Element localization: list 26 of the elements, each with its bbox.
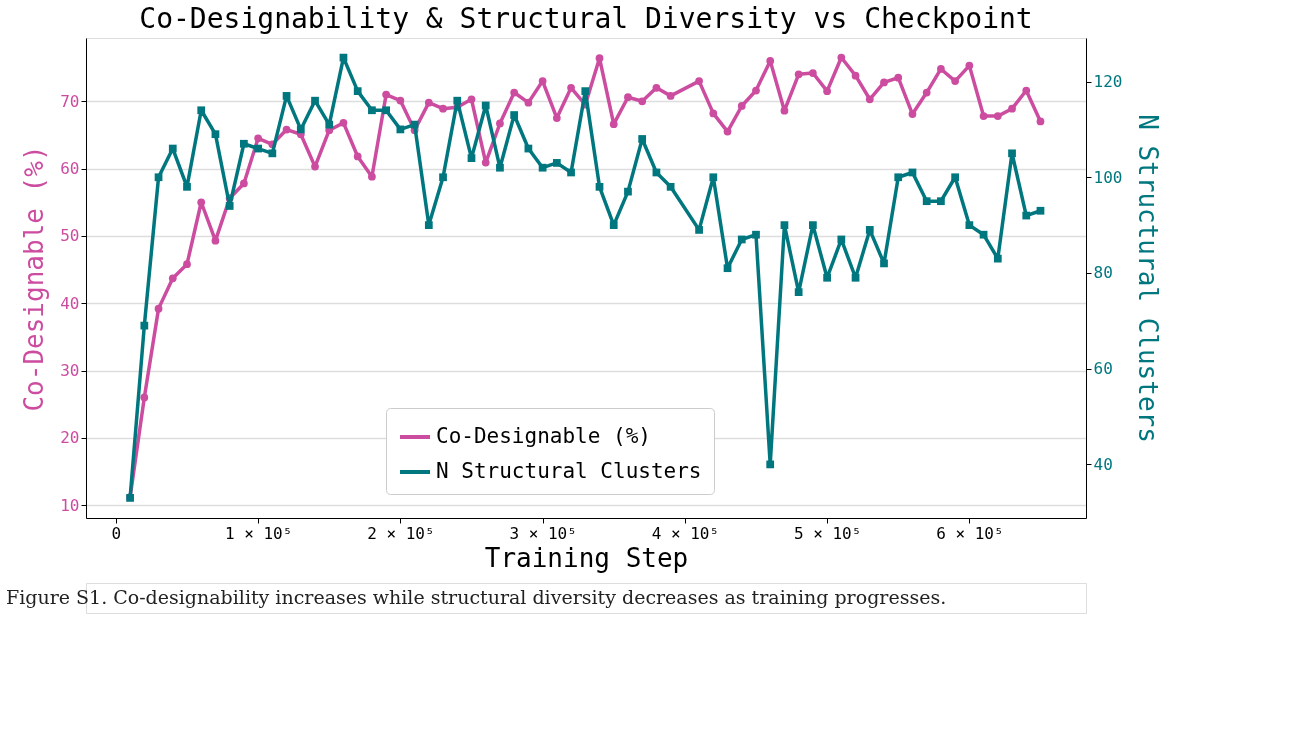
x-tick-label: 2 × 10⁵ (367, 523, 435, 543)
y-tick-label: 70 (60, 91, 80, 111)
x-tick-label: 3 × 10⁵ (509, 523, 577, 543)
x-tick-label: 4 × 10⁵ (651, 523, 720, 543)
y2-tick-label: 60 (1093, 359, 1113, 379)
y-tick-label: 10 (60, 495, 80, 515)
y2-tick-label: 120 (1093, 72, 1123, 92)
y2-tick-label: 40 (1093, 454, 1113, 474)
y2-axis-title: N Structural Clusters (1133, 114, 1164, 443)
y-tick-label: 60 (60, 159, 80, 179)
y-tick-label: 40 (60, 293, 80, 313)
y-tick-label: 50 (60, 226, 80, 246)
legend-label: N Structural Clusters (436, 459, 702, 483)
x-tick-label: 5 × 10⁵ (793, 523, 862, 543)
x-tick-label: 6 × 10⁵ (936, 523, 1004, 543)
caption: Figure S1. Co-designability increases while structural diversity decreases as training progresses. (6, 586, 947, 608)
y-tick-label: 20 (60, 428, 80, 448)
x-axis-title: Training Step (484, 542, 689, 573)
y-axis-title: Co-Designable (%) (19, 145, 50, 412)
y2-tick-label: 80 (1093, 263, 1113, 283)
x-tick-label: 0 (111, 523, 122, 543)
x-tick-label: 1 × 10⁵ (224, 523, 293, 543)
y2-tick-label: 100 (1093, 167, 1123, 187)
y-tick-label: 30 (60, 361, 80, 381)
legend-label: Co-Designable (%) (436, 424, 651, 448)
chart-title: Co-Designability & Structural Diversity vs Checkpoint (139, 2, 1033, 35)
